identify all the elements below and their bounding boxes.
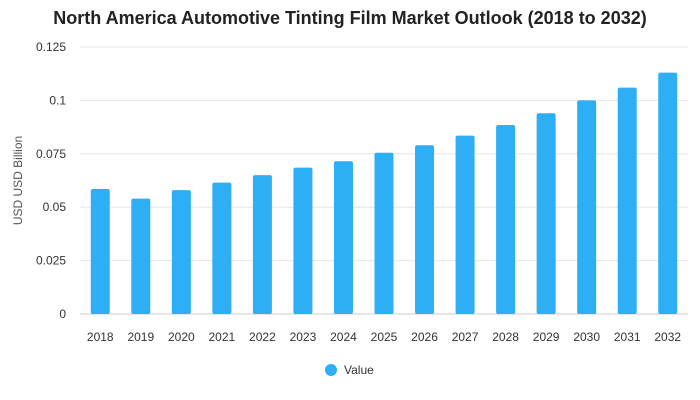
bar-2018[interactable] [90, 189, 110, 314]
bar-2031[interactable] [617, 87, 637, 314]
bar-2024[interactable] [333, 161, 353, 314]
legend-swatch-icon [325, 364, 337, 376]
bar-2020[interactable] [171, 190, 191, 314]
x-tick-label: 2018 [87, 330, 114, 344]
y-axis-ticks: 0 0.025 0.05 0.075 0.1 0.125 [36, 40, 66, 321]
bar-2022[interactable] [252, 175, 272, 314]
bars [90, 72, 678, 315]
y-tick-label: 0.1 [49, 93, 66, 107]
bar-2027[interactable] [455, 135, 475, 314]
x-tick-label: 2028 [492, 330, 519, 344]
x-tick-label: 2021 [209, 330, 236, 344]
x-axis-ticks: 2018 2019 2020 2021 2022 2023 2024 2025 2026 2027… [87, 330, 681, 344]
y-tick-label: 0.125 [36, 40, 66, 54]
x-tick-label: 2030 [573, 330, 600, 344]
x-tick-label: 2032 [654, 330, 681, 344]
bar-2029[interactable] [536, 113, 556, 314]
bar-2021[interactable] [212, 182, 232, 314]
x-tick-label: 2023 [290, 330, 317, 344]
legend[interactable]: Value [325, 363, 374, 377]
bar-2023[interactable] [293, 167, 313, 314]
y-tick-label: 0.075 [36, 147, 66, 161]
x-tick-label: 2019 [127, 330, 154, 344]
bar-2032[interactable] [658, 72, 678, 314]
bar-2025[interactable] [374, 152, 394, 314]
y-axis-title: USD USD Billion [11, 136, 25, 225]
legend-label: Value [344, 363, 374, 377]
x-tick-label: 2026 [411, 330, 438, 344]
bar-2028[interactable] [496, 124, 516, 315]
bar-2019[interactable] [131, 198, 151, 314]
x-tick-label: 2020 [168, 330, 195, 344]
chart-title: North America Automotive Tinting Film Ma… [53, 8, 647, 28]
x-tick-label: 2025 [371, 330, 398, 344]
y-tick-label: 0 [59, 307, 66, 321]
y-tick-label: 0.025 [36, 254, 66, 268]
bar-2026[interactable] [415, 145, 435, 314]
x-tick-label: 2029 [533, 330, 560, 344]
x-tick-label: 2031 [614, 330, 641, 344]
y-tick-label: 0.05 [43, 200, 67, 214]
x-tick-label: 2027 [452, 330, 479, 344]
x-tick-label: 2024 [330, 330, 357, 344]
x-tick-label: 2022 [249, 330, 276, 344]
bar-2030[interactable] [577, 100, 597, 315]
